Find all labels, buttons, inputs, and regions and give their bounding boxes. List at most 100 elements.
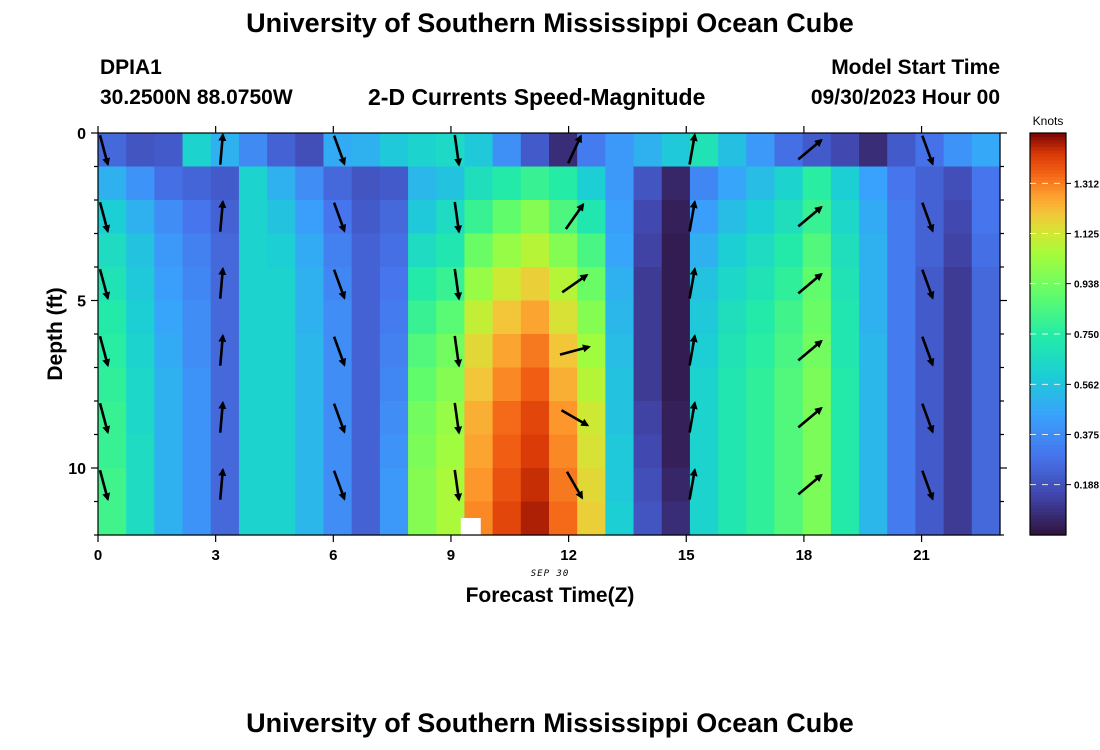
colorbar-segment <box>1030 189 1066 194</box>
heatmap-cell <box>943 166 973 201</box>
heatmap-cell <box>126 267 155 302</box>
heatmap-cell <box>774 367 804 402</box>
heatmap-cell <box>605 267 635 302</box>
heatmap-cell <box>98 501 127 536</box>
heatmap-cell <box>746 300 776 335</box>
heatmap-cell <box>492 166 522 201</box>
model-start-label: Model Start Time <box>831 56 1000 79</box>
colorbar-segment <box>1030 424 1066 429</box>
colorbar-segment <box>1030 414 1066 419</box>
heatmap-cell <box>154 300 184 335</box>
heatmap-cell <box>126 233 155 268</box>
current-vector-arrow <box>98 201 111 234</box>
heatmap-cell <box>436 468 466 503</box>
heatmap-cell <box>718 233 747 268</box>
current-vector-arrow <box>921 202 935 233</box>
heatmap-cell <box>154 267 184 302</box>
heatmap-cell <box>379 267 409 302</box>
heatmap-cell <box>887 267 917 302</box>
heatmap-cell <box>633 501 663 536</box>
heatmap-cell <box>859 166 888 201</box>
heatmap-cell <box>887 233 917 268</box>
heatmap-cell <box>943 233 973 268</box>
heatmap-cell <box>182 233 212 268</box>
x-tick-label: 15 <box>678 547 695 564</box>
x-tick-label: 9 <box>447 547 455 564</box>
heatmap-cell <box>154 133 184 168</box>
colorbar-segment <box>1030 514 1066 519</box>
heatmap-cell <box>915 300 945 335</box>
current-vector-arrow <box>560 409 590 427</box>
colorbar-segment <box>1030 176 1066 181</box>
heatmap-cell <box>746 133 776 168</box>
colorbar-segment <box>1030 313 1066 318</box>
colorbar-segment <box>1030 518 1066 523</box>
heatmap-cell <box>210 468 240 503</box>
colorbar-segment <box>1030 153 1066 158</box>
current-vector-arrow <box>98 134 111 167</box>
colorbar-segment <box>1030 407 1066 412</box>
colorbar-segment <box>1030 437 1066 442</box>
heatmap-cell <box>746 367 776 402</box>
heatmap-cell <box>436 300 466 335</box>
heatmap-cell <box>774 200 804 235</box>
heatmap-cell <box>633 468 663 503</box>
heatmap-cell <box>267 166 296 201</box>
colorbar-segment <box>1030 431 1066 436</box>
page-title: University of Southern Mississippi Ocean… <box>246 8 854 38</box>
heatmap-cell <box>267 300 296 335</box>
heatmap-cell <box>774 468 804 503</box>
heatmap-cell <box>774 434 804 469</box>
heatmap-cell <box>661 434 691 469</box>
footer-title: University of Southern Mississippi Ocean… <box>246 708 854 738</box>
heatmap-cell <box>802 233 832 268</box>
heatmap-cell <box>210 267 240 302</box>
current-vector-arrow <box>921 470 935 501</box>
current-vector-arrow <box>453 134 463 167</box>
heatmap-cell <box>915 334 945 369</box>
colorbar-segment <box>1030 354 1066 359</box>
heatmap-cell <box>436 501 466 536</box>
colorbar-segment <box>1030 364 1066 369</box>
heatmap-cell <box>774 233 804 268</box>
heatmap-cell <box>802 133 832 168</box>
heatmap-cell <box>887 166 917 201</box>
heatmap-cell <box>718 200 747 235</box>
colorbar-segment <box>1030 330 1066 335</box>
colorbar-segment <box>1030 233 1066 238</box>
colorbar-segment <box>1030 263 1066 268</box>
heatmap-cell <box>859 233 888 268</box>
colorbar-segment <box>1030 508 1066 513</box>
heatmap-cell <box>943 401 973 436</box>
heatmap-cell <box>238 501 268 536</box>
colorbar-segment <box>1030 226 1066 231</box>
heatmap-cell <box>464 468 494 503</box>
colorbar-segment <box>1030 317 1066 322</box>
heatmap-cell <box>661 468 691 503</box>
colorbar-segment <box>1030 478 1066 482</box>
colorbar-segment <box>1030 230 1066 235</box>
heatmap-cell <box>915 200 945 235</box>
heatmap-cell <box>126 200 155 235</box>
colorbar-segment <box>1030 156 1066 161</box>
heatmap-cell <box>464 133 494 168</box>
colorbar-segment <box>1030 494 1066 499</box>
heatmap-cell <box>915 367 945 402</box>
heatmap-cell <box>98 468 127 503</box>
heatmap-cell <box>520 334 550 369</box>
heatmap-cell <box>605 401 635 436</box>
colorbar-segment <box>1030 169 1066 174</box>
colorbar-segment <box>1030 427 1066 432</box>
colorbar-segment <box>1030 468 1066 472</box>
heatmap-cell <box>830 468 860 503</box>
heatmap-cell <box>408 501 437 536</box>
heatmap-cell <box>887 300 917 335</box>
colorbar-segment <box>1030 253 1066 258</box>
heatmap-cell <box>605 334 635 369</box>
heatmap-cell <box>436 434 466 469</box>
heatmap-cell <box>549 501 578 536</box>
heatmap-cell <box>154 334 184 369</box>
heatmap-cells <box>98 133 1001 536</box>
heatmap-cell <box>802 300 832 335</box>
